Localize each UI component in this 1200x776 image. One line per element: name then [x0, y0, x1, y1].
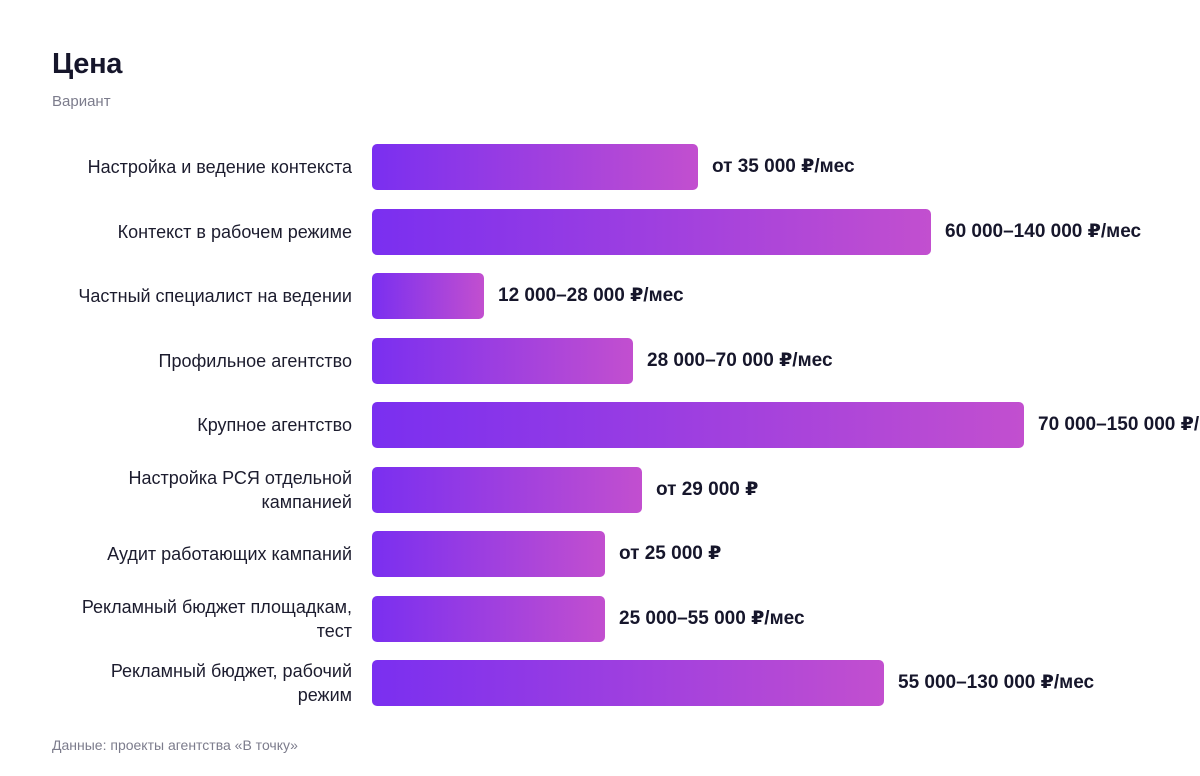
bar — [372, 467, 642, 513]
bar — [372, 209, 931, 255]
value-label: от 29 000 ₽ — [656, 479, 759, 500]
chart-subtitle: Вариант — [52, 93, 111, 110]
category-label: Настройка и ведение контекста — [87, 157, 352, 177]
value-label: 55 000–130 000 ₽/мес — [898, 672, 1095, 693]
value-label: от 25 000 ₽ — [619, 543, 722, 564]
bar — [372, 531, 605, 577]
value-label: 60 000–140 000 ₽/мес — [945, 221, 1142, 242]
category-label: Профильное агентство — [158, 351, 352, 371]
value-label: 28 000–70 000 ₽/мес — [647, 350, 833, 371]
value-label: от 35 000 ₽/мес — [712, 156, 855, 177]
bar — [372, 660, 884, 706]
bar — [372, 402, 1024, 448]
category-label: Контекст в рабочем режиме — [117, 222, 352, 242]
value-label: 70 000–150 000 ₽/мес — [1038, 414, 1200, 435]
value-label: 12 000–28 000 ₽/мес — [498, 285, 684, 306]
category-label: Рекламный бюджет площадкам, тест — [81, 597, 352, 641]
chart-title: Цена — [52, 48, 123, 80]
value-label: 25 000–55 000 ₽/мес — [619, 608, 805, 629]
bar — [372, 338, 633, 384]
category-label: Крупное агентство — [197, 415, 352, 435]
category-label: Рекламный бюджет, рабочий режим — [110, 661, 352, 705]
data-source-note: Данные: проекты агентства «В точку» — [52, 737, 298, 753]
bar — [372, 596, 605, 642]
category-label: Частный специалист на ведении — [78, 286, 352, 306]
category-label: Аудит работающих кампаний — [107, 544, 352, 564]
bar — [372, 144, 698, 190]
bar — [372, 273, 484, 319]
category-label: Настройка РСЯ отдельной кампанией — [128, 468, 352, 512]
